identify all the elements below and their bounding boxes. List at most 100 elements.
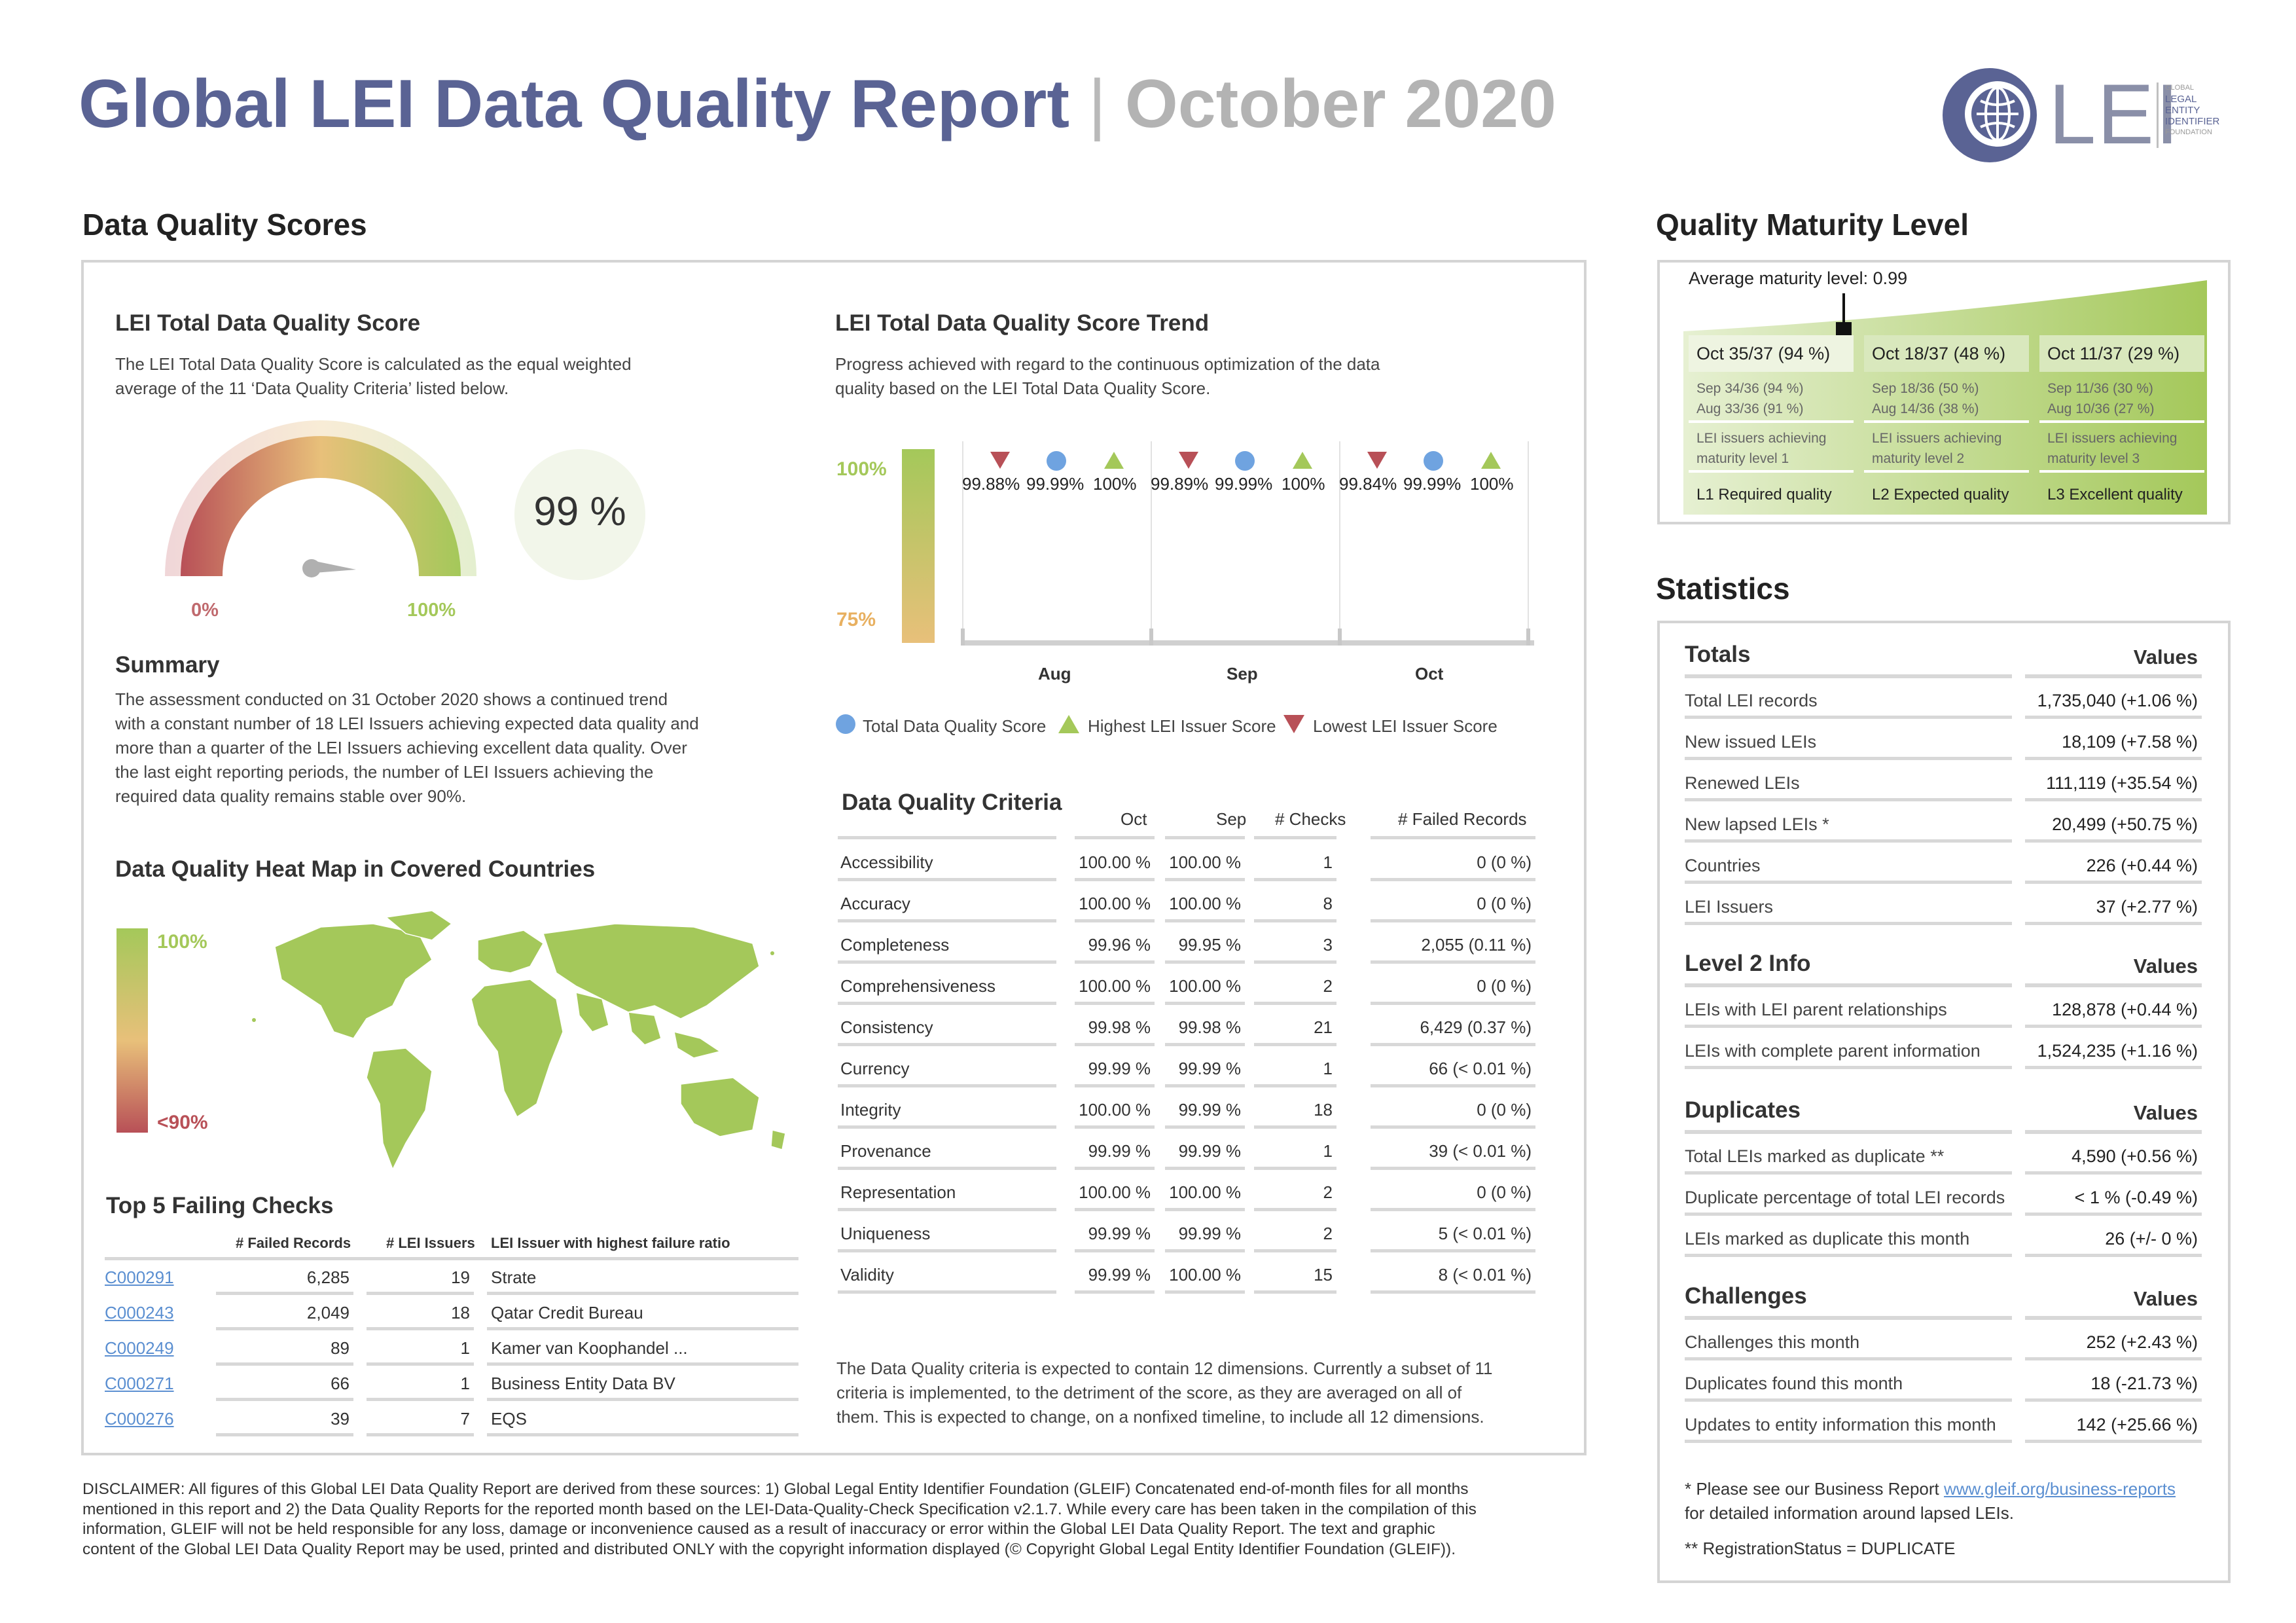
business-reports-link[interactable]: www.gleif.org/business-reports [1944,1479,2176,1499]
stats-row-label: Updates to entity information this month [1685,1406,2012,1443]
dq-scores-panel [81,260,1587,1455]
maturity-aug-value: Aug 33/36 (91 %) [1696,401,1804,416]
criteria-oct-cell: 100.00 % [1075,884,1155,922]
stats-row-label: Renewed LEIs [1685,765,2012,801]
failing-check-link[interactable]: C000271 [105,1374,174,1393]
criteria-checks-cell: 1 [1254,1049,1336,1087]
trend-scale-bar [902,449,935,643]
statistics-panel [1657,621,2231,1583]
lowest-score-marker [990,452,1010,469]
stats-row-value: 142 (+25.66 %) [2025,1406,2202,1443]
heatmap-scale-bar [117,928,148,1133]
criteria-hdr-checks: # Checks [1275,809,1346,829]
criteria-failed-cell: 0 (0 %) [1371,1091,1535,1129]
trend-scale-top: 100% [836,458,887,480]
heatmap-title: Data Quality Heat Map in Covered Countri… [115,856,596,882]
criteria-name-cell: Validity [838,1256,1056,1294]
criteria-name-cell: Accessibility [838,843,1056,881]
criteria-sep-cell: 99.98 % [1165,1008,1245,1046]
criteria-checks-cell: 2 [1254,1173,1336,1211]
stats-footnote-1: * Please see our Business Report www.gle… [1685,1479,2176,1523]
legend-triangle-down-icon [1283,715,1304,733]
top5-hdr-failed: # Failed Records [236,1235,351,1251]
maturity-sep-value: Sep 18/36 (50 %) [1872,381,1979,396]
gauge-max-label: 100% [407,600,456,621]
stats-group-values-label: Values [2025,646,2202,678]
criteria-sep-cell: 100.00 % [1165,884,1245,922]
failing-check-link[interactable]: C000291 [105,1267,174,1287]
issuer-name-cell: Kamer van Koophandel ... [487,1330,798,1366]
criteria-failed-cell: 0 (0 %) [1371,1173,1535,1211]
criteria-checks-cell: 2 [1254,967,1336,1005]
lei-issuers-cell: 7 [367,1401,474,1436]
criteria-failed-cell: 5 (< 0.01 %) [1371,1214,1535,1252]
total-score-label: 99.99% [1215,474,1273,494]
maturity-marker-line [1842,293,1845,326]
maturity-description: LEI issuers achieving maturity level 2 [1864,426,2029,473]
stats-row-label: Total LEI records [1685,682,2012,719]
maturity-description: LEI issuers achieving maturity level 3 [2039,426,2204,473]
stats-row-value: < 1 % (-0.49 %) [2025,1179,2202,1216]
issuer-name-cell: Strate [487,1260,798,1295]
maturity-sep-value: Sep 11/36 (30 %) [2047,381,2153,396]
maturity-desc-line1: LEI issuers achieving [2047,431,2178,446]
stats-row-value: 226 (+0.44 %) [2025,847,2202,884]
lei-issuers-cell: 1 [367,1330,474,1366]
maturity-oct-value: Oct 18/37 (48 %) [1864,335,2029,372]
heatmap-scale-top: 100% [157,931,207,953]
criteria-hdr-oct: Oct [1121,809,1147,829]
criteria-name-cell: Representation [838,1173,1056,1211]
failing-check-link[interactable]: C000276 [105,1409,174,1429]
trend-gridline [1528,441,1529,644]
criteria-failed-cell: 0 (0 %) [1371,967,1535,1005]
total-score-label: 99.99% [1403,474,1462,494]
lowest-score-label: 99.89% [1151,474,1209,494]
month-label: Sep [1227,664,1258,684]
failing-check-link[interactable]: C000249 [105,1338,174,1358]
stats-row-label: LEIs with LEI parent relationships [1685,991,2012,1028]
criteria-oct-cell: 99.99 % [1075,1214,1155,1252]
criteria-checks-cell: 2 [1254,1214,1336,1252]
maturity-level-label: L2 Expected quality [1872,486,2009,503]
score-gauge [165,420,476,577]
criteria-oct-cell: 100.00 % [1075,967,1155,1005]
trend-tick [1526,629,1530,646]
maturity-desc-line1: LEI issuers achieving [1872,431,2002,446]
criteria-oct-cell: 99.96 % [1075,926,1155,964]
criteria-name-cell: Currency [838,1049,1056,1087]
lei-issuers-cell: 19 [367,1260,474,1295]
legend-circle-icon [836,714,855,734]
criteria-sep-cell: 100.00 % [1165,843,1245,881]
maturity-sep-value: Sep 34/36 (94 %) [1696,381,1804,396]
criteria-name-cell: Comprehensiveness [838,967,1056,1005]
lowest-score-marker [1367,452,1387,469]
top5-hdr-issuer: LEI Issuer with highest failure ratio [491,1235,730,1251]
trend-tick [1338,629,1342,646]
criteria-name-cell: Integrity [838,1091,1056,1129]
criteria-name-cell: Consistency [838,1008,1056,1046]
criteria-name-cell: Accuracy [838,884,1056,922]
lei-logo: LEI GLOBAL LEGAL ENTITY IDENTIFIER FOUND… [1937,63,2232,168]
stats-row-value: 1,524,235 (+1.16 %) [2025,1032,2202,1069]
criteria-checks-cell: 1 [1254,843,1336,881]
highest-score-marker [1293,452,1312,469]
maturity-panel [1657,260,2231,524]
criteria-checks-cell: 3 [1254,926,1336,964]
stats-row-label: New lapsed LEIs * [1685,806,2012,843]
failing-check-link[interactable]: C000243 [105,1303,174,1322]
maturity-level-column: Oct 35/37 (94 %) Sep 34/36 (94 %) Aug 33/3… [1689,335,1854,513]
stats-group-title: Challenges [1685,1283,2012,1320]
criteria-oct-cell: 100.00 % [1075,843,1155,881]
maturity-level-label: L3 Excellent quality [2047,486,2183,503]
maturity-oct-value: Oct 11/37 (29 %) [2039,335,2204,372]
criteria-checks-cell: 21 [1254,1008,1336,1046]
stats-row-value: 18 (-21.73 %) [2025,1365,2202,1402]
logo-subtitle: GLOBAL LEGAL ENTITY IDENTIFIER FOUNDATIO… [2165,84,2220,136]
globe-icon [1943,68,2037,162]
maturity-history: Sep 11/36 (30 %) Aug 10/36 (27 %) [2039,376,2204,423]
stats-row-value: 111,119 (+35.54 %) [2025,765,2202,801]
maturity-level-column: Oct 11/37 (29 %) Sep 11/36 (30 %) Aug 10/3… [2039,335,2204,513]
failed-records-cell: 66 [216,1366,353,1401]
maturity-desc-line1: LEI issuers achieving [1696,431,1827,446]
stats-row-label: LEIs marked as duplicate this month [1685,1220,2012,1257]
